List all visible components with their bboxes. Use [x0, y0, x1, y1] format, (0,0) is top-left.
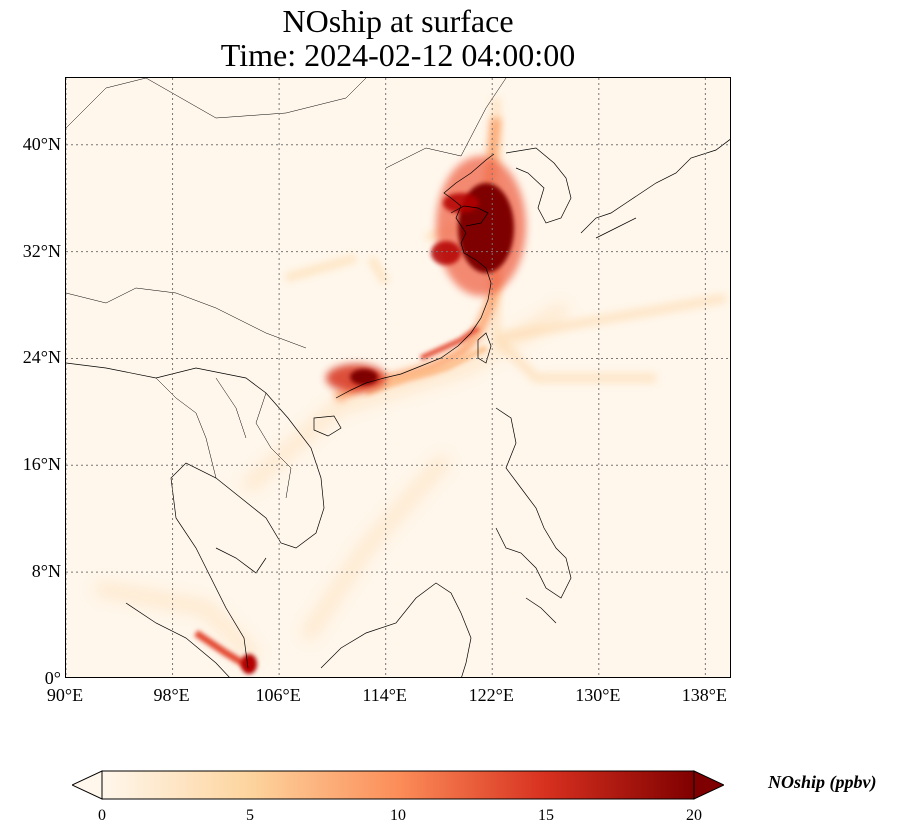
coastline-gulf-thailand: [215, 547, 267, 574]
coastline-taiwan: [477, 332, 492, 364]
coastline-hainan: [313, 415, 342, 437]
lat-tick-label: 32°N: [22, 240, 61, 261]
colorbar-tick-label: 5: [246, 807, 254, 824]
coastline-sumatra: [125, 602, 230, 677]
coastlines: [66, 78, 730, 677]
lat-tick-label: 8°N: [31, 561, 61, 582]
colorbar-gradient: [101, 770, 695, 800]
hotspot-pearl-river-core: [350, 369, 378, 385]
title-line-2: Time: 2024-02-12 04:00:00: [220, 37, 576, 73]
colorbar-extend-min: [72, 770, 103, 800]
plume-taiwan-strait: [419, 325, 480, 361]
coastline-borneo: [320, 582, 472, 677]
coastline-japan: [580, 139, 730, 239]
concentration-field: [94, 98, 727, 674]
colorbar-extend-max: [693, 770, 724, 800]
map-panel: [65, 77, 731, 678]
colorbar-tick-label: 20: [686, 807, 702, 824]
lat-tick-label: 40°N: [22, 133, 61, 154]
coastline-china: [335, 153, 495, 399]
lat-tick-label: 24°N: [22, 347, 61, 368]
coastline-korea: [505, 147, 572, 224]
country-borders: [66, 78, 507, 499]
lat-tick-label: 16°N: [22, 454, 61, 475]
colorbar-label: NOship (ppbv): [768, 772, 877, 792]
haze-east-sea: [491, 98, 727, 383]
hotspot-singapore: [241, 654, 257, 674]
colorbar-tick-label: 15: [538, 807, 554, 824]
lon-tick-label: 98°E: [153, 685, 190, 705]
haze-shipping-lanes: [94, 301, 570, 663]
colorbar: [72, 770, 724, 800]
lon-tick-label: 114°E: [362, 685, 407, 705]
lon-tick-label: 106°E: [255, 685, 301, 705]
title-line-1: NOship at surface: [282, 3, 514, 39]
lon-tick-label: 122°E: [468, 685, 514, 705]
map-canvas: [66, 78, 730, 677]
hotspot-bohai: [443, 193, 479, 213]
colorbar-tick-label: 0: [98, 807, 106, 824]
coastline-shandong: [450, 205, 489, 227]
map-title: NOship at surface Time: 2024-02-12 04:00…: [65, 4, 731, 72]
gridlines: [66, 78, 730, 677]
lon-tick-label: 90°E: [46, 685, 84, 705]
colorbar-tick-label: 10: [390, 807, 406, 824]
coastline-philippines: [495, 407, 572, 624]
lon-tick-label: 130°E: [575, 685, 621, 705]
hotspot-shanghai: [431, 241, 461, 265]
lat-tick-label: 0°: [44, 668, 61, 688]
lon-tick-label: 138°E: [681, 685, 727, 705]
coastline-indochina: [66, 362, 325, 669]
